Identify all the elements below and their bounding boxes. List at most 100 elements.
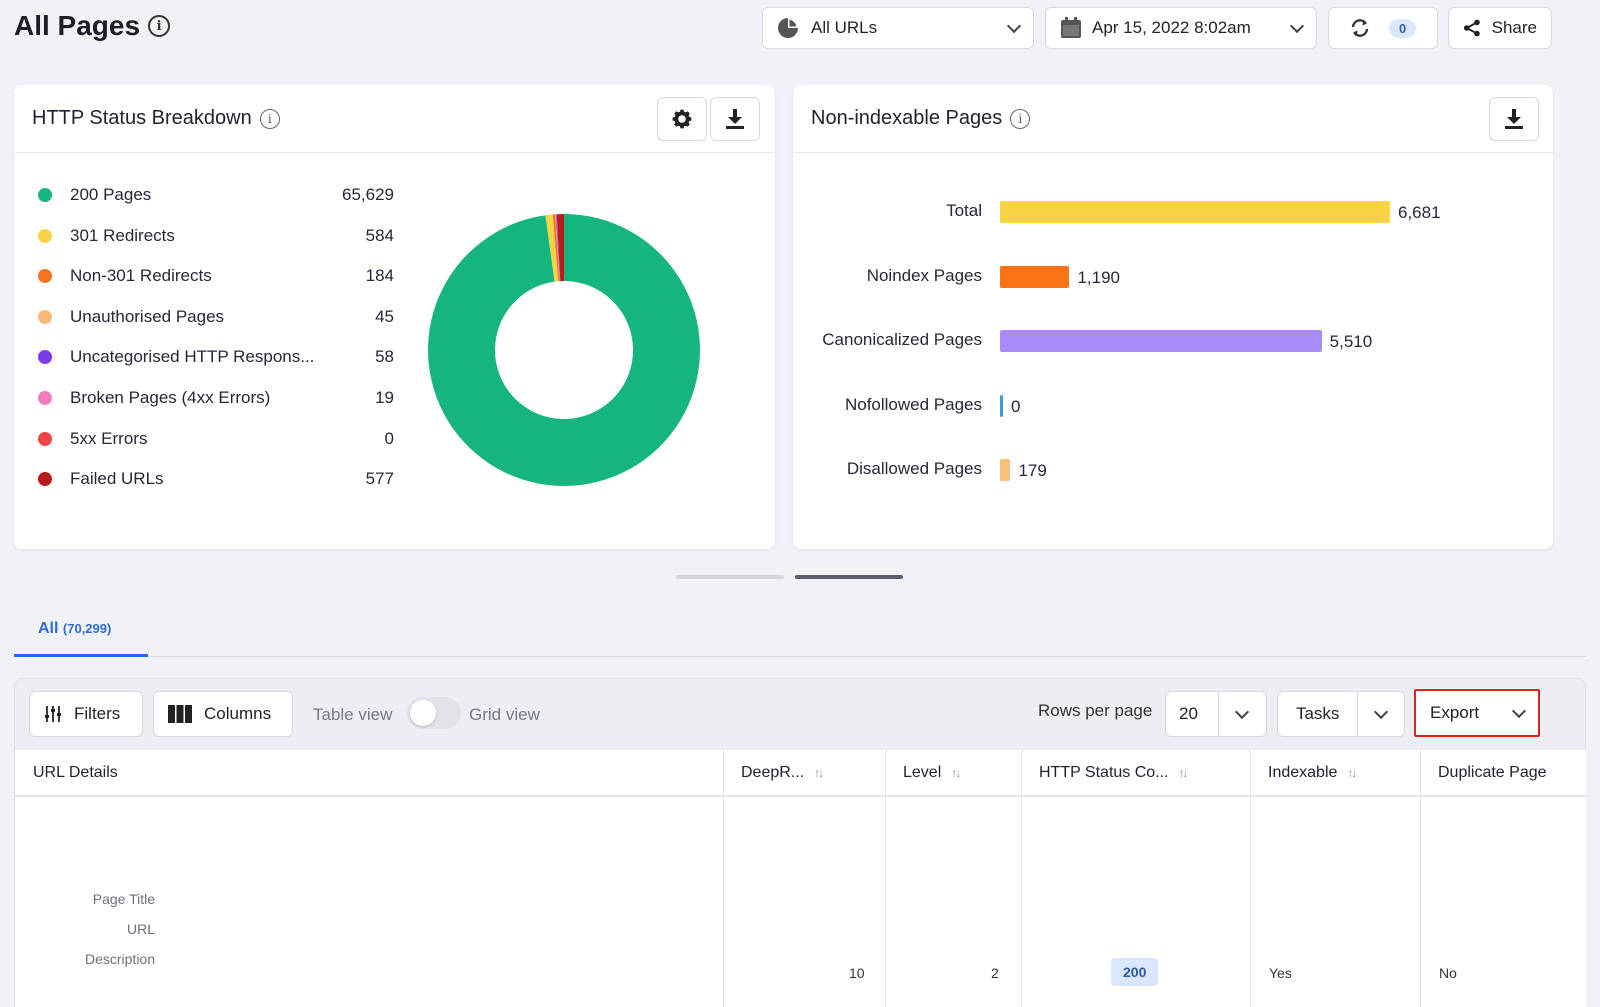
bar[interactable] <box>1000 201 1390 223</box>
donut-slice[interactable] <box>428 214 700 486</box>
bar[interactable] <box>1000 394 1003 417</box>
legend-item[interactable]: 5xx Errors 0 <box>38 427 394 451</box>
column-header-level[interactable]: Level ↑↓ <box>885 750 1021 796</box>
sync-button[interactable]: 0 <box>1328 7 1438 49</box>
cell-indexable: Yes <box>1269 965 1292 981</box>
legend-value: 65,629 <box>342 185 394 204</box>
column-header-http-status[interactable]: HTTP Status Co... ↑↓ <box>1021 750 1250 796</box>
table-toolbar: Filters Columns Table view Grid view Row… <box>14 678 1586 750</box>
legend-item[interactable]: 200 Pages 65,629 <box>38 183 394 207</box>
divider <box>1217 692 1219 736</box>
info-icon[interactable]: i <box>259 108 280 129</box>
donut-slice[interactable] <box>545 214 559 282</box>
carousel-indicator-1[interactable] <box>676 575 784 579</box>
bar[interactable] <box>1000 459 1011 481</box>
legend-label: Non-301 Redirects <box>70 266 212 286</box>
legend-item[interactable]: Unauthorised Pages 45 <box>38 305 394 329</box>
bar-label: Canonicalized Pages <box>822 330 982 349</box>
legend-label: 301 Redirects <box>70 225 175 245</box>
toggle-knob <box>410 700 436 726</box>
info-icon[interactable]: i <box>1010 108 1031 129</box>
legend-dot <box>38 188 52 202</box>
carousel-indicator-2[interactable] <box>795 575 903 579</box>
legend-item[interactable]: Broken Pages (4xx Errors) 19 <box>38 386 394 410</box>
legend-value: 19 <box>375 388 394 407</box>
legend-value: 584 <box>365 225 394 245</box>
column-divider <box>1250 750 1251 1007</box>
cell-duplicate: No <box>1439 965 1457 981</box>
filters-button[interactable]: Filters <box>29 691 143 737</box>
donut-slice[interactable] <box>555 214 561 282</box>
legend-dot <box>38 391 52 405</box>
tasks-dropdown[interactable]: Tasks <box>1277 691 1405 737</box>
column-header-indexable[interactable]: Indexable ↑↓ <box>1250 750 1420 796</box>
legend-item[interactable]: Failed URLs 577 <box>38 467 394 491</box>
sort-icon[interactable]: ↑↓ <box>814 765 824 780</box>
grid-view-label: Grid view <box>469 705 540 724</box>
export-label: Export <box>1430 703 1480 722</box>
legend-value: 58 <box>375 347 394 367</box>
legend-dot <box>38 472 52 487</box>
tasks-label: Tasks <box>1295 704 1340 723</box>
bar-value: 179 <box>1018 461 1047 480</box>
bar-label: Noindex Pages <box>866 265 982 285</box>
download-button[interactable] <box>710 97 760 141</box>
bar-value: 6,681 <box>1398 203 1441 222</box>
chevron-down-icon <box>1511 703 1527 718</box>
non-indexable-title: Non-indexable Pages <box>811 107 1003 129</box>
tab-divider <box>14 656 1586 657</box>
bar[interactable] <box>1000 330 1322 352</box>
tab-all[interactable]: All (70,299) <box>38 620 111 638</box>
cell-level: 2 <box>991 965 999 981</box>
legend-value: 577 <box>365 469 394 489</box>
column-header-label: Indexable <box>1268 763 1338 781</box>
non-indexable-card: Non-indexable Pages i Total 6,681 Noindex … <box>793 85 1553 549</box>
sort-icon[interactable]: ↑↓ <box>951 765 961 780</box>
bar-label: Total <box>946 201 982 220</box>
sort-icon[interactable]: ↑↓ <box>1178 765 1189 780</box>
export-dropdown[interactable]: Export <box>1414 689 1540 737</box>
tab-all-label: All <box>38 620 59 637</box>
donut-chart <box>428 214 700 486</box>
legend-item[interactable]: Non-301 Redirects 184 <box>38 264 394 288</box>
legend-item[interactable]: 301 Redirects 584 <box>38 224 394 248</box>
view-toggle[interactable] <box>407 697 461 729</box>
pie-chart-icon <box>778 18 798 38</box>
donut-slice[interactable] <box>555 214 560 282</box>
column-header-url-details[interactable]: URL Details <box>15 750 723 796</box>
tab-active-underline <box>14 654 148 657</box>
donut-slice[interactable] <box>556 214 561 282</box>
share-button[interactable]: Share <box>1448 7 1552 49</box>
legend-label: Broken Pages (4xx Errors) <box>70 388 271 407</box>
column-header-label: DeepR... <box>741 763 805 781</box>
columns-label: Columns <box>204 704 272 723</box>
sync-count-badge: 0 <box>1389 18 1417 38</box>
column-header-duplicate-page[interactable]: Duplicate Page <box>1420 750 1587 796</box>
column-header-deeprank[interactable]: DeepR... ↑↓ <box>723 750 885 796</box>
rows-per-page-select[interactable]: 20 <box>1165 691 1267 737</box>
rows-per-page-label: Rows per page <box>1038 701 1153 720</box>
bar-value: 1,190 <box>1077 267 1120 287</box>
filter-sliders-icon <box>45 706 61 722</box>
chevron-down-icon <box>1235 704 1250 719</box>
download-button[interactable] <box>1489 97 1539 141</box>
share-label: Share <box>1491 18 1537 37</box>
donut-slice[interactable] <box>552 214 560 282</box>
columns-button[interactable]: Columns <box>153 691 293 737</box>
filters-label: Filters <box>74 704 121 723</box>
info-icon[interactable]: i <box>148 15 171 37</box>
segment-dropdown[interactable]: All URLs <box>762 7 1034 49</box>
date-dropdown[interactable]: Apr 15, 2022 8:02am <box>1045 7 1317 49</box>
bar[interactable] <box>1000 265 1070 288</box>
legend-item[interactable]: Uncategorised HTTP Respons... 58 <box>38 345 394 369</box>
row-label-page-title: Page Title <box>92 891 155 907</box>
non-indexable-header: Non-indexable Pages i <box>793 85 1553 153</box>
settings-button[interactable] <box>657 97 707 141</box>
legend-dot <box>38 228 52 243</box>
donut-slice[interactable] <box>556 214 564 282</box>
segment-label: All URLs <box>811 18 878 37</box>
column-header-label: Duplicate Page <box>1438 763 1547 781</box>
sort-icon[interactable]: ↑↓ <box>1347 765 1357 780</box>
header-divider <box>15 796 1587 797</box>
page-title: All Pages i <box>14 10 171 42</box>
